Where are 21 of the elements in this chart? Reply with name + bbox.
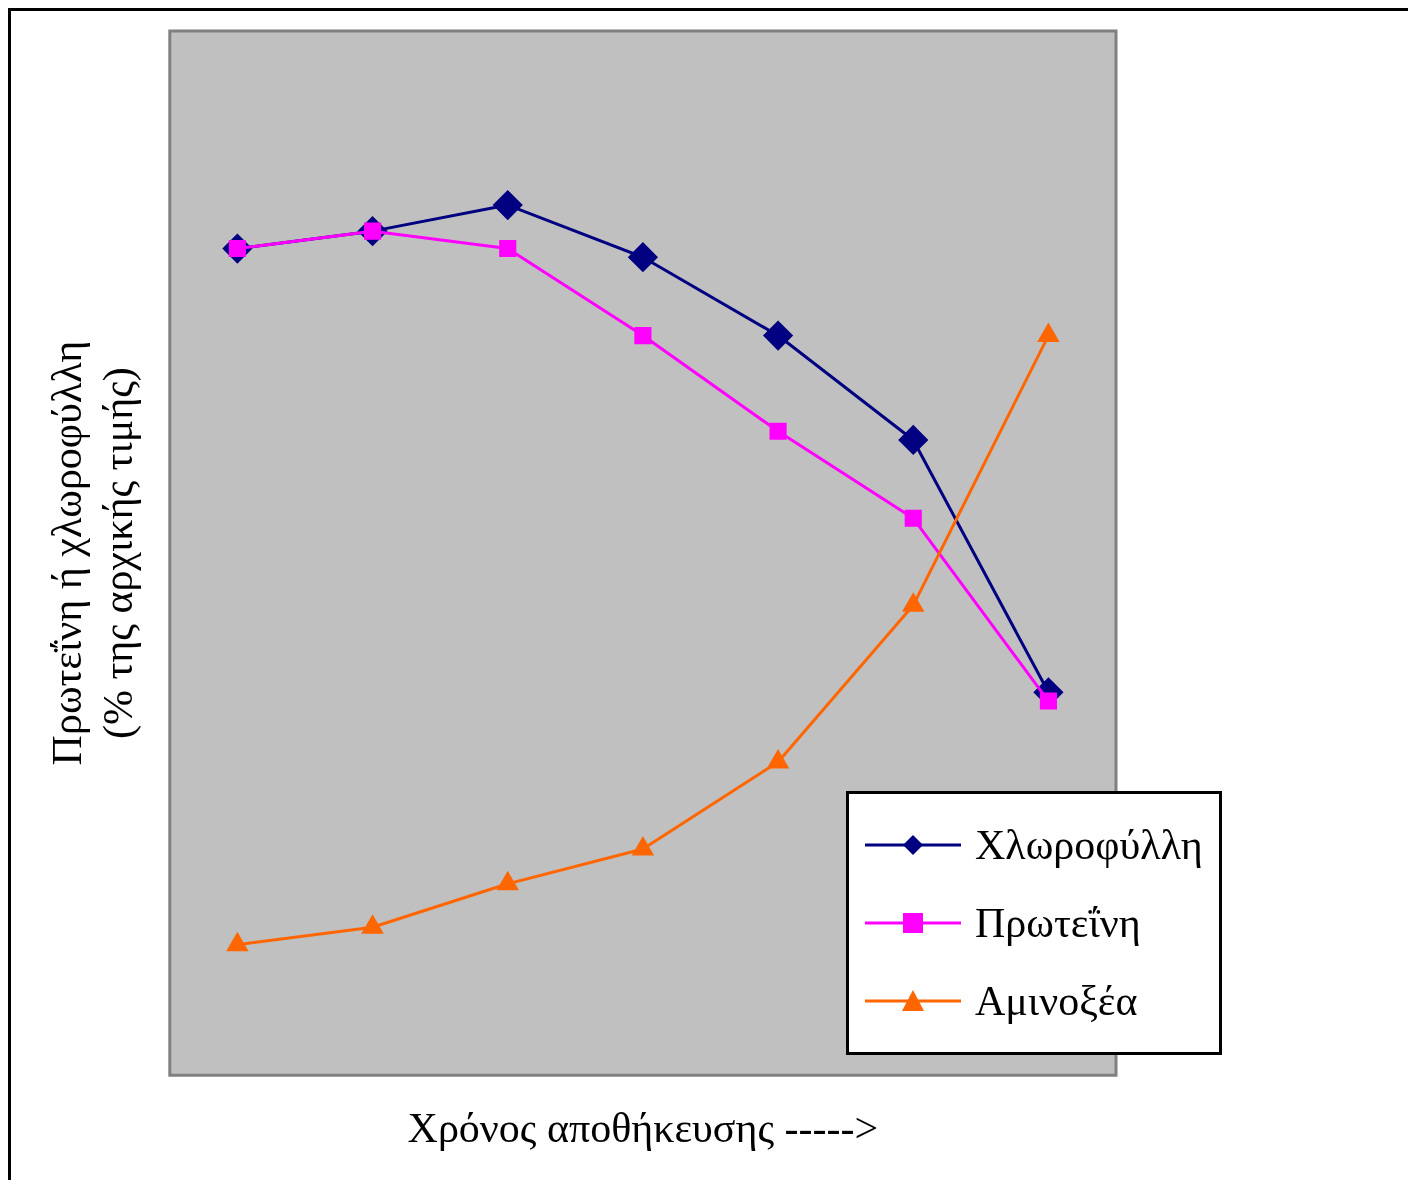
point <box>767 750 789 769</box>
y-axis-title: Πρωτεΐνη ή χλωροφύλλη (% της αρχικής τιμής) <box>44 340 142 766</box>
point <box>493 190 523 220</box>
point <box>903 593 924 612</box>
x-axis-title: Χρόνος αποθήκευσης -----> <box>407 1104 879 1151</box>
point <box>1038 324 1059 343</box>
point <box>898 425 928 455</box>
legend-label: Χλωροφύλλη <box>975 821 1203 869</box>
point <box>763 321 793 351</box>
point <box>227 933 248 952</box>
point <box>632 837 654 856</box>
point <box>634 326 652 345</box>
point <box>497 872 518 891</box>
legend-label: Πρωτεΐνη <box>975 899 1141 947</box>
point <box>904 509 922 527</box>
point <box>362 915 383 934</box>
point <box>628 242 658 272</box>
point <box>499 239 517 258</box>
legend-label: Αμινοξέα <box>975 977 1138 1025</box>
point <box>1039 692 1057 710</box>
point <box>769 422 787 440</box>
